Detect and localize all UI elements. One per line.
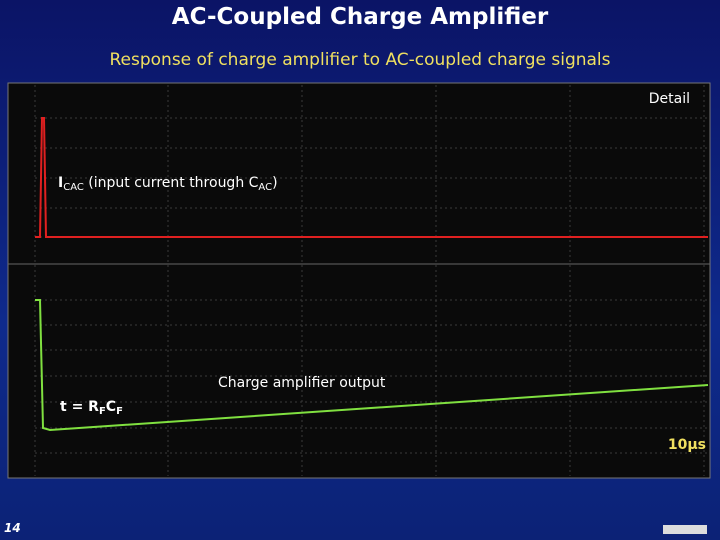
- time-scale-label: 10μs: [668, 437, 706, 453]
- time-constant-label: t = RFCF: [60, 399, 123, 417]
- slide-title: AC-Coupled Charge Amplifier: [171, 4, 549, 30]
- output-trace: [35, 299, 709, 432]
- output-label: Charge amplifier output: [218, 375, 386, 391]
- detail-label: Detail: [649, 91, 690, 107]
- plot-area: [7, 82, 711, 479]
- input-current-label: ICAC (input current through CAC): [58, 175, 278, 193]
- slide-subtitle: Response of charge amplifier to AC-coupl…: [109, 50, 611, 70]
- logo: [663, 525, 707, 534]
- page-number: 14: [4, 521, 21, 535]
- input-current-trace: [35, 117, 708, 238]
